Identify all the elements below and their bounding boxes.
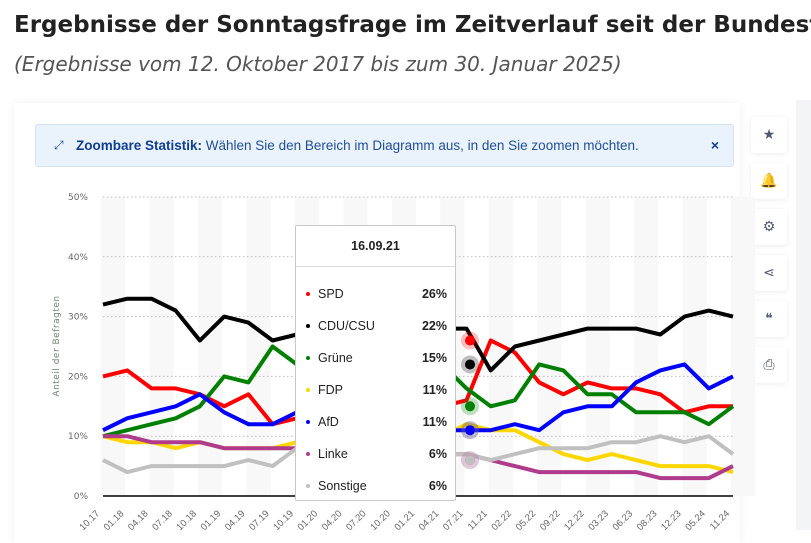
print-button[interactable]: ⎙ xyxy=(751,347,787,383)
tooltip-label: CDU/CSU xyxy=(318,319,375,333)
x-tick-label: 10.18 xyxy=(174,508,199,530)
column-stripe xyxy=(682,197,707,496)
x-tick-label: 07.21 xyxy=(441,508,466,530)
tooltip-row: Linke 6% xyxy=(296,444,455,464)
gear-button[interactable]: ⚙ xyxy=(751,209,787,245)
quote-button[interactable]: ❝ xyxy=(751,301,787,337)
x-tick-label: 07.19 xyxy=(247,508,272,530)
x-tick-label: 11.24 xyxy=(708,508,732,530)
column-stripe xyxy=(731,197,756,496)
star-button[interactable]: ★ xyxy=(751,117,787,153)
column-stripe xyxy=(585,197,610,496)
x-tick-label: 05.24 xyxy=(683,508,708,530)
x-tick-label: 10.17 xyxy=(78,508,103,530)
tooltip-row: FDP 11% xyxy=(296,380,455,400)
tooltip-value: 15% xyxy=(421,351,447,365)
tooltip-label: SPD xyxy=(318,287,344,301)
tooltip-value: 6% xyxy=(428,447,447,461)
x-tick-label: 12.23 xyxy=(659,508,684,530)
quote-icon: ❝ xyxy=(765,311,773,327)
page-title: Ergebnisse der Sonntagsfrage im Zeitverl… xyxy=(14,12,811,38)
tooltip-value: 26% xyxy=(421,287,447,301)
tooltip-value: 11% xyxy=(422,415,447,429)
y-tick-label: 0% xyxy=(74,492,89,502)
series-dot-icon xyxy=(306,356,310,360)
y-tick-label: 20% xyxy=(68,372,88,382)
zoom-info-banner: ⤢ Zoombare Statistik: Wählen Sie den Ber… xyxy=(35,124,734,167)
hover-marker xyxy=(465,455,475,466)
x-tick-label: 01.18 xyxy=(102,508,127,530)
y-tick-label: 30% xyxy=(68,313,88,323)
x-tick-label: 12.22 xyxy=(562,508,587,530)
y-tick-label: 50% xyxy=(68,193,88,203)
x-tick-label: 01.21 xyxy=(393,508,418,530)
share-button[interactable]: ⋖ xyxy=(751,255,787,291)
column-stripe xyxy=(149,197,174,496)
x-tick-label: 04.18 xyxy=(126,508,151,530)
tooltip-label: AfD xyxy=(318,415,339,429)
tooltip-row: Sonstige 6% xyxy=(296,476,455,496)
share-icon: ⋖ xyxy=(763,265,775,281)
column-stripe xyxy=(197,197,223,496)
x-tick-label: 07.18 xyxy=(150,508,175,530)
x-tick-label: 03.23 xyxy=(586,508,611,530)
banner-text: Wählen Sie den Bereich im Diagramm aus, … xyxy=(202,138,639,153)
gear-icon: ⚙ xyxy=(762,219,776,235)
tooltip-value: 22% xyxy=(421,319,447,333)
chart-tooltip: 16.09.21 SPD 26% CDU/CSU 22% Grüne 15% FDP 11% A… xyxy=(295,225,456,501)
x-tick-label: 07.20 xyxy=(344,508,369,530)
tooltip-date: 16.09.21 xyxy=(296,226,455,267)
x-tick-label: 10.20 xyxy=(368,508,393,530)
column-stripe xyxy=(246,197,271,496)
tooltip-row: SPD 26% xyxy=(296,284,455,304)
x-tick-label: 04.20 xyxy=(320,508,345,530)
tooltip-label: Grüne xyxy=(318,351,353,365)
series-dot-icon xyxy=(306,484,310,488)
column-stripe xyxy=(634,197,659,496)
y-tick-label: 10% xyxy=(68,432,88,442)
x-tick-label: 11.21 xyxy=(466,508,490,530)
x-tick-label: 01.20 xyxy=(296,508,321,530)
page-background xyxy=(796,100,811,530)
series-dot-icon xyxy=(306,420,310,424)
x-tick-label: 02.22 xyxy=(489,508,514,530)
banner-bold: Zoombare Statistik: xyxy=(76,138,203,153)
tooltip-label: Linke xyxy=(318,447,348,461)
series-dot-icon xyxy=(306,452,310,456)
tooltip-label: Sonstige xyxy=(318,479,367,493)
tooltip-value: 11% xyxy=(422,383,447,397)
hover-marker xyxy=(465,425,475,436)
y-tick-label: 40% xyxy=(68,253,88,263)
tooltip-row: Grüne 15% xyxy=(296,348,455,368)
series-dot-icon xyxy=(306,388,310,392)
bell-button[interactable]: 🔔 xyxy=(751,163,787,199)
print-icon: ⎙ xyxy=(763,357,775,373)
tooltip-label: FDP xyxy=(318,383,343,397)
tooltip-row: CDU/CSU 22% xyxy=(296,316,455,336)
x-tick-label: 05.22 xyxy=(514,508,539,530)
star-icon: ★ xyxy=(762,127,776,143)
x-tick-label: 10.19 xyxy=(271,508,296,530)
x-tick-label: 04.21 xyxy=(417,508,442,530)
x-tick-label: 06.23 xyxy=(611,508,636,530)
series-dot-icon xyxy=(306,292,310,296)
x-tick-label: 01.19 xyxy=(199,508,224,530)
tooltip-value: 6% xyxy=(428,479,447,493)
page-subtitle: (Ergebnisse vom 12. Oktober 2017 bis zum… xyxy=(14,52,622,76)
bell-icon: 🔔 xyxy=(760,173,778,189)
hover-marker xyxy=(465,335,475,346)
tooltip-row: AfD 11% xyxy=(296,412,455,432)
hover-marker xyxy=(465,359,475,370)
series-dot-icon xyxy=(306,324,310,328)
x-tick-label: 09.22 xyxy=(538,508,563,530)
close-banner-button[interactable]: × xyxy=(710,137,719,153)
column-stripe xyxy=(101,197,126,496)
y-axis-label: Anteil der Befragten xyxy=(52,295,62,396)
hover-marker xyxy=(465,401,475,412)
expand-icon: ⤢ xyxy=(54,138,64,152)
x-tick-label: 08.23 xyxy=(635,508,660,530)
x-tick-label: 04.19 xyxy=(223,508,248,530)
